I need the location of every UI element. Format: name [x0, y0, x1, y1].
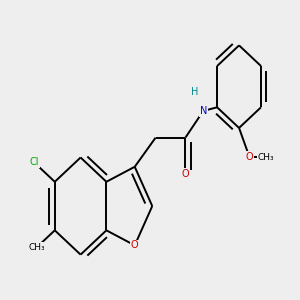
Text: O: O	[246, 152, 253, 162]
Text: O: O	[131, 240, 139, 250]
Text: N: N	[200, 106, 207, 116]
Text: Cl: Cl	[29, 158, 39, 167]
Text: CH₃: CH₃	[28, 243, 45, 252]
Text: O: O	[182, 169, 189, 179]
Text: CH₃: CH₃	[258, 153, 274, 162]
Text: H: H	[191, 86, 198, 97]
